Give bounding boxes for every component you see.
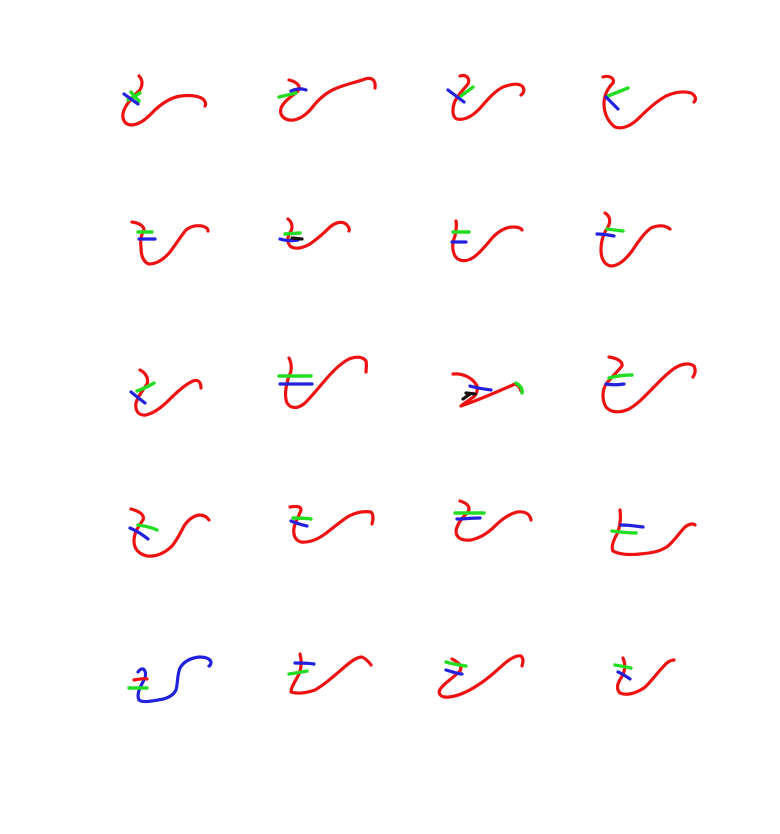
stroke-black bbox=[290, 236, 304, 241]
stroke-blue bbox=[293, 661, 316, 666]
stroke-green bbox=[610, 529, 638, 535]
handwriting-sample-r3c4 bbox=[601, 355, 697, 414]
handwriting-sample-r3c1 bbox=[129, 368, 203, 417]
handwriting-sample-r5c4 bbox=[613, 656, 676, 696]
stroke-red bbox=[599, 211, 672, 268]
stroke-red bbox=[286, 217, 351, 250]
stroke-blue bbox=[128, 526, 150, 541]
stroke-blue bbox=[595, 232, 616, 238]
handwriting-sample-r4c1 bbox=[128, 507, 211, 558]
stroke-red bbox=[601, 355, 697, 414]
stroke-green bbox=[607, 373, 634, 380]
stroke-blue bbox=[129, 390, 147, 405]
stroke-red bbox=[451, 73, 526, 121]
stroke-red bbox=[451, 219, 524, 263]
stroke-blue bbox=[616, 670, 632, 681]
stroke-blue bbox=[278, 237, 300, 243]
stroke-green bbox=[459, 85, 475, 98]
stroke-green bbox=[613, 663, 633, 670]
stroke-green bbox=[136, 523, 159, 532]
stroke-blue bbox=[136, 655, 213, 704]
stroke-red bbox=[132, 676, 149, 682]
handwriting-sample-r2c3 bbox=[450, 219, 524, 263]
handwriting-sample-r1c2 bbox=[277, 76, 377, 122]
stroke-green bbox=[287, 669, 309, 676]
handwriting-sample-r1c3 bbox=[446, 73, 526, 121]
stroke-blue bbox=[604, 95, 620, 111]
stroke-red bbox=[134, 368, 203, 417]
handwriting-sample-r2c1 bbox=[130, 220, 210, 266]
stroke-green bbox=[277, 91, 298, 99]
stroke-blue bbox=[446, 88, 466, 104]
stroke-red bbox=[601, 74, 698, 130]
stroke-blue bbox=[619, 523, 645, 529]
stroke-green bbox=[283, 231, 302, 236]
stroke-red bbox=[610, 508, 697, 557]
stroke-red bbox=[289, 652, 373, 695]
stroke-green bbox=[444, 660, 468, 668]
handwriting-sample-r5c3 bbox=[437, 654, 525, 699]
stroke-blue bbox=[455, 516, 482, 521]
stroke-blue bbox=[468, 384, 493, 392]
stroke-green bbox=[606, 86, 630, 98]
handwriting-sample-r3c2 bbox=[277, 355, 369, 410]
handwriting-sample-r5c2 bbox=[287, 652, 373, 695]
handwriting-sample-r1c1 bbox=[121, 74, 208, 127]
handwriting-sample-r4c3 bbox=[453, 499, 533, 542]
stroke-blue bbox=[444, 668, 464, 676]
stroke-blue bbox=[289, 87, 308, 93]
handwriting-sample-r4c2 bbox=[288, 504, 375, 544]
handwriting-sample-r2c4 bbox=[595, 211, 672, 268]
stroke-green bbox=[135, 381, 156, 393]
handwriting-sample-r5c1 bbox=[127, 655, 213, 704]
handwriting-sample-r1c4 bbox=[601, 74, 698, 130]
stroke-blue bbox=[604, 382, 626, 387]
stroke-red bbox=[288, 504, 375, 544]
stroke-blue bbox=[122, 92, 140, 106]
stroke-red bbox=[121, 74, 208, 127]
stroke-blue bbox=[289, 519, 309, 528]
stroke-red bbox=[129, 507, 211, 558]
stroke-green bbox=[291, 516, 313, 521]
handwriting-sample-r2c2 bbox=[278, 217, 351, 250]
stroke-red bbox=[283, 355, 369, 410]
stroke-red bbox=[615, 656, 676, 696]
stroke-black bbox=[461, 391, 477, 401]
stroke-green bbox=[605, 227, 625, 233]
stroke-green bbox=[514, 381, 524, 395]
handwriting-sample-r4c4 bbox=[610, 508, 697, 557]
handwriting-sample-r3c3 bbox=[451, 372, 524, 408]
